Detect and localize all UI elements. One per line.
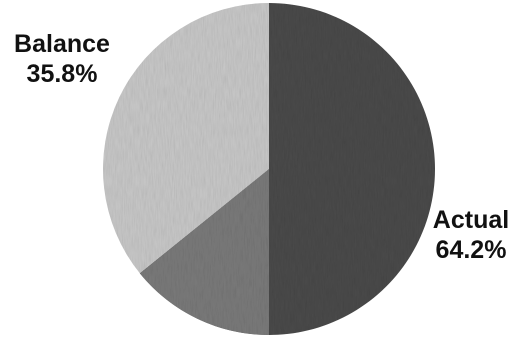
label-balance-name: Balance [14, 30, 110, 58]
label-balance-value: 35.8% [27, 60, 98, 88]
label-actual-name: Actual [433, 206, 509, 234]
pie-slice-balance [103, 3, 270, 274]
pie-labels: Balance 35.8% Actual 64.2% [14, 30, 509, 264]
pie-slice-actual-shade [139, 169, 269, 335]
pie-slices [103, 3, 436, 335]
label-actual-value: 64.2% [436, 236, 507, 264]
